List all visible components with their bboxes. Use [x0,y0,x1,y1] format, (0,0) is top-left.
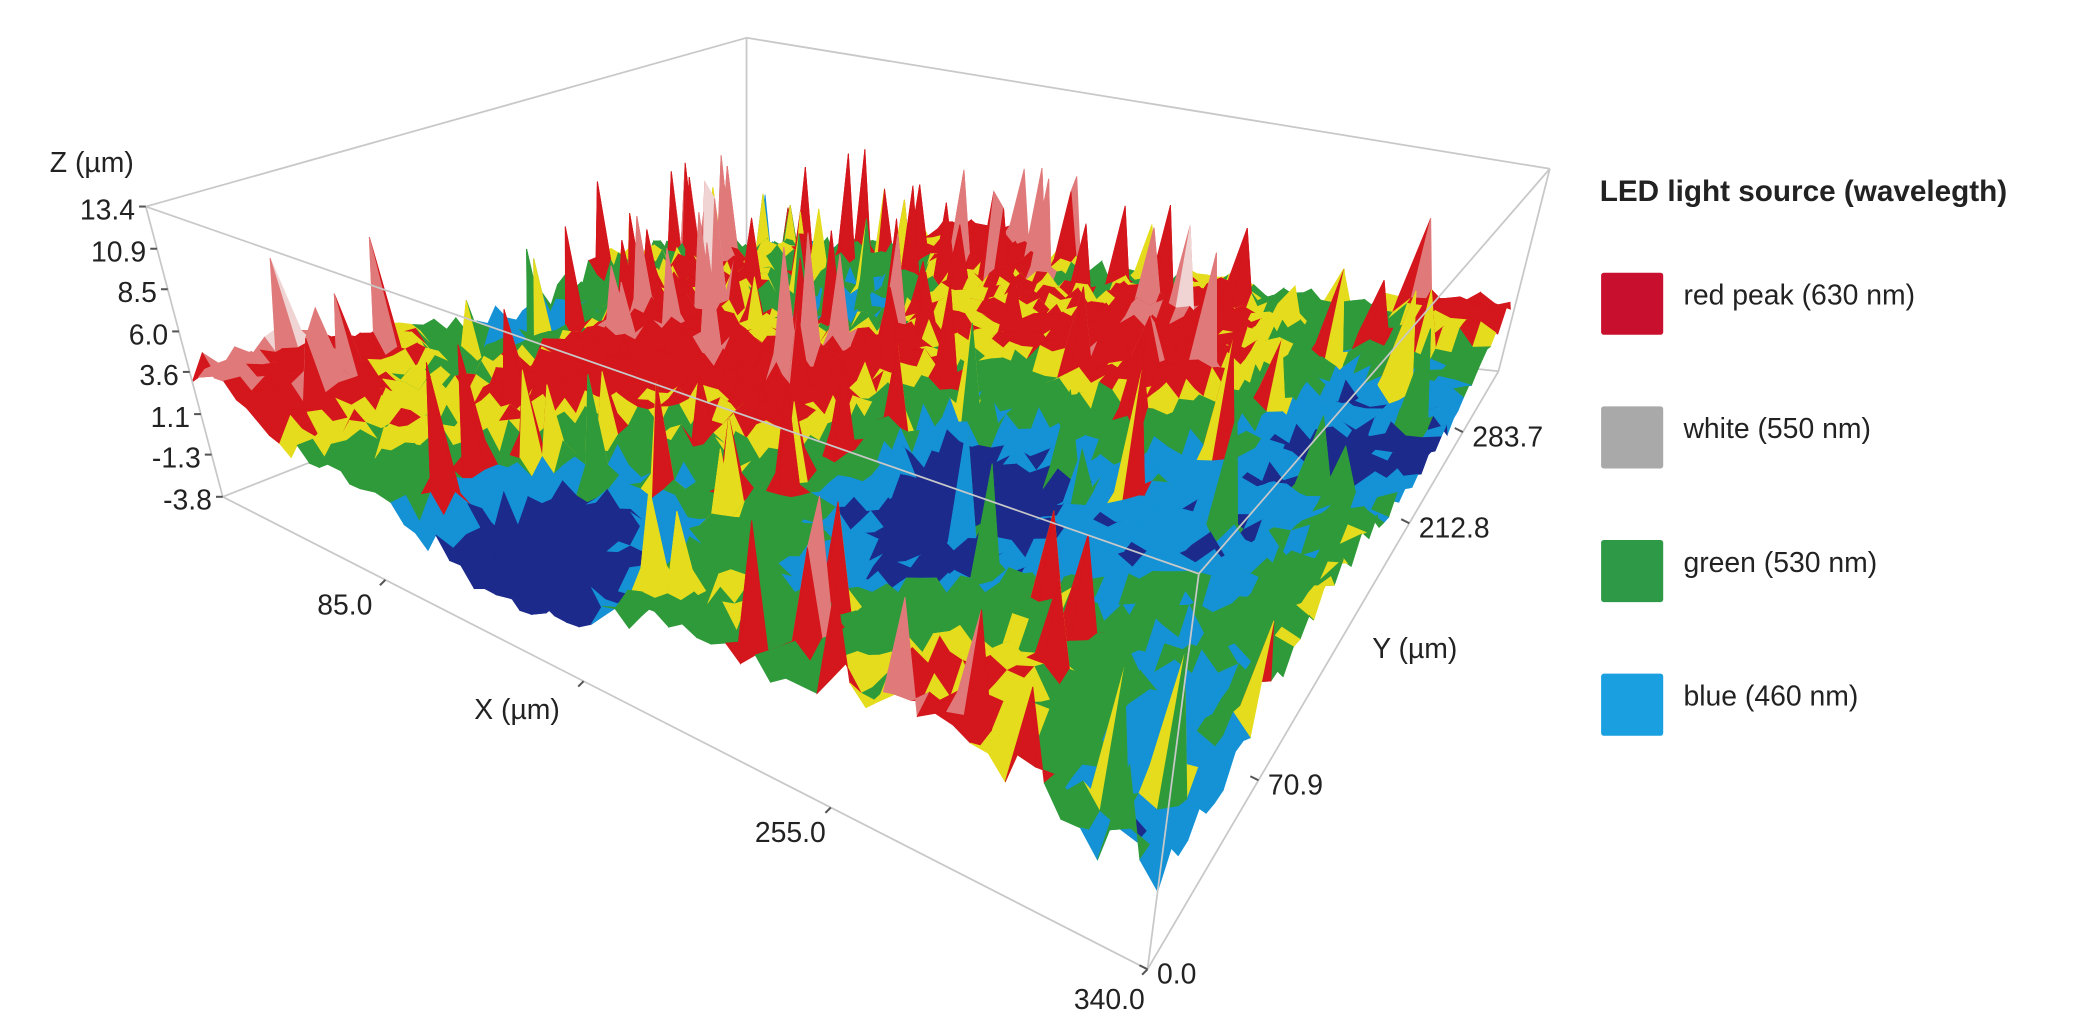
plot-area: Z (µm) X (µm) Y (µm) 13.4 10.9 8.5 6.0 3.6 1.… [50,36,2007,1016]
legend-label: green (530 nm) [1683,547,1877,579]
z-tick-label: 10.9 [91,237,146,269]
z-tick-label: -1.3 [152,442,201,474]
y-tick-label: 70.9 [1268,770,1323,802]
y-tick-mark [1138,964,1148,971]
legend-swatch [1601,406,1664,469]
surface-cell [1079,827,1111,861]
legend-title: LED light source (wavelegth) [1600,175,2007,208]
z-tick-label: 13.4 [80,194,135,226]
box-edge [145,36,747,208]
x-tick-label: 255.0 [755,817,826,849]
y-tick-label: 0.0 [1157,959,1196,991]
y-tick-label: 283.7 [1472,421,1543,453]
x-tick-mark [577,680,585,688]
legend-swatch [1601,673,1664,736]
z-tick-label: 3.6 [139,360,178,392]
y-tick-mark [1400,518,1410,525]
y-tick-mark [1249,775,1259,782]
x-axis-title: X (µm) [474,694,560,726]
legend-swatch [1601,272,1664,335]
y-axis-title: Y (µm) [1372,633,1457,665]
legend-swatch [1601,540,1664,603]
y-tick-mark [1454,427,1464,433]
legend-label: white (550 nm) [1682,413,1870,445]
z-tick-label: 6.0 [129,319,168,351]
z-tick-label: 1.1 [151,402,190,434]
x-tick-mark [379,579,387,586]
x-tick-label: 85.0 [317,589,372,621]
z-axis-title: Z (µm) [50,147,134,179]
surface-cell [587,181,598,277]
x-tick-mark [824,806,832,814]
z-tick-label: -3.8 [163,485,212,517]
surface [191,149,1511,893]
box-edge [746,36,1550,170]
y-tick-label: 212.8 [1419,512,1490,544]
x-tick-mark [1141,968,1149,976]
legend: LED light source (wavelegth) red peak (6… [1600,175,2007,736]
legend-label: red peak (630 nm) [1683,279,1915,311]
z-tick-label: 8.5 [118,277,157,309]
x-tick-label: 340.0 [1074,984,1145,1016]
legend-label: blue (460 nm) [1683,680,1858,712]
